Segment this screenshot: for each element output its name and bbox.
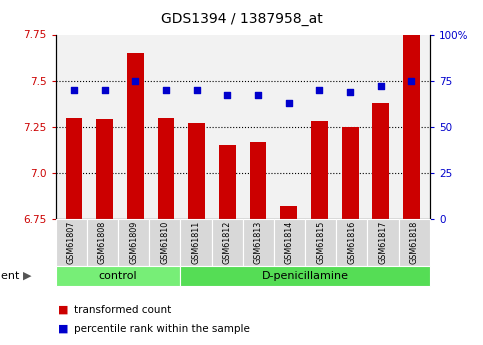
Text: GSM61815: GSM61815	[316, 221, 325, 264]
Point	[70, 87, 78, 93]
Text: D-penicillamine: D-penicillamine	[262, 271, 349, 281]
Bar	[311, 121, 328, 219]
Point	[131, 78, 139, 83]
Text: GSM61810: GSM61810	[160, 221, 169, 264]
Text: ■: ■	[58, 305, 69, 315]
Bar	[157, 118, 174, 219]
Text: GSM61816: GSM61816	[347, 221, 356, 264]
Point	[285, 100, 293, 106]
Bar	[372, 103, 389, 219]
Bar	[96, 119, 113, 219]
Text: ■: ■	[58, 324, 69, 334]
Text: percentile rank within the sample: percentile rank within the sample	[74, 324, 250, 334]
Bar	[188, 123, 205, 219]
Text: GSM61812: GSM61812	[223, 221, 232, 264]
Text: GSM61809: GSM61809	[129, 221, 138, 264]
Text: GSM61807: GSM61807	[67, 221, 76, 264]
Text: GSM61813: GSM61813	[254, 221, 263, 264]
Text: agent: agent	[0, 271, 19, 281]
Text: GSM61814: GSM61814	[285, 221, 294, 264]
Bar	[280, 206, 297, 219]
Point	[377, 83, 384, 89]
Point	[408, 78, 415, 83]
Point	[315, 87, 323, 93]
Text: ▶: ▶	[23, 271, 31, 281]
Point	[101, 87, 109, 93]
Point	[346, 89, 354, 95]
Bar	[403, 22, 420, 219]
Text: GSM61808: GSM61808	[98, 221, 107, 264]
Text: transformed count: transformed count	[74, 305, 171, 315]
Point	[162, 87, 170, 93]
Point	[224, 93, 231, 98]
Text: GDS1394 / 1387958_at: GDS1394 / 1387958_at	[161, 12, 322, 26]
Point	[254, 93, 262, 98]
Bar	[250, 141, 267, 219]
Text: GSM61818: GSM61818	[410, 221, 419, 264]
Bar	[127, 53, 144, 219]
Text: control: control	[99, 271, 137, 281]
Text: GSM61817: GSM61817	[379, 221, 387, 264]
Bar	[341, 127, 358, 219]
Bar	[219, 145, 236, 219]
Point	[193, 87, 200, 93]
Bar	[66, 118, 83, 219]
Text: GSM61811: GSM61811	[191, 221, 200, 264]
